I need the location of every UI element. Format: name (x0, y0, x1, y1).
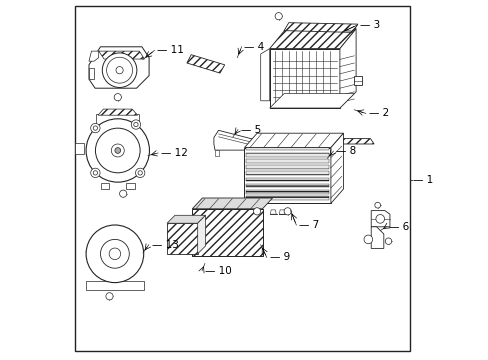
Polygon shape (98, 109, 137, 115)
Polygon shape (96, 114, 139, 125)
Bar (246, 171, 328, 175)
Text: — 1: — 1 (412, 175, 432, 185)
Polygon shape (213, 130, 261, 150)
Text: — 12: — 12 (161, 148, 187, 158)
Polygon shape (99, 51, 144, 59)
Text: — 13: — 13 (151, 240, 178, 250)
Circle shape (106, 293, 113, 300)
Circle shape (101, 239, 129, 268)
Circle shape (374, 202, 380, 208)
Circle shape (90, 123, 100, 133)
Circle shape (115, 148, 121, 153)
Polygon shape (167, 215, 205, 223)
Bar (244, 148, 330, 203)
Polygon shape (244, 133, 343, 148)
Text: — 4: — 4 (244, 42, 264, 52)
Circle shape (138, 171, 142, 175)
Bar (246, 153, 328, 157)
Polygon shape (260, 49, 269, 101)
Text: — 3: — 3 (359, 20, 379, 30)
Polygon shape (370, 211, 389, 227)
Polygon shape (75, 143, 84, 154)
Polygon shape (370, 227, 383, 248)
Text: — 7: — 7 (299, 220, 319, 230)
Polygon shape (86, 281, 143, 290)
Bar (246, 184, 328, 188)
Circle shape (86, 119, 149, 182)
Circle shape (116, 67, 123, 74)
Polygon shape (126, 183, 134, 189)
Circle shape (114, 94, 121, 101)
Circle shape (86, 225, 143, 283)
Circle shape (135, 168, 144, 177)
Circle shape (385, 238, 391, 244)
Circle shape (134, 122, 138, 127)
Circle shape (95, 128, 140, 173)
Bar (246, 196, 328, 200)
Polygon shape (269, 94, 354, 108)
Bar (246, 165, 328, 169)
Polygon shape (215, 150, 219, 156)
Polygon shape (89, 51, 99, 61)
Text: — 9: — 9 (269, 252, 289, 262)
Circle shape (106, 57, 132, 83)
Circle shape (253, 208, 260, 215)
Polygon shape (343, 139, 373, 144)
Polygon shape (89, 68, 94, 79)
Polygon shape (330, 133, 343, 203)
Circle shape (111, 144, 124, 157)
Text: — 11: — 11 (157, 45, 184, 55)
Polygon shape (284, 23, 357, 32)
Bar (246, 190, 328, 194)
Circle shape (90, 168, 100, 177)
Text: — 2: — 2 (368, 108, 388, 118)
Polygon shape (339, 29, 355, 108)
Circle shape (284, 208, 291, 215)
Polygon shape (186, 55, 224, 73)
Bar (269, 49, 339, 108)
Polygon shape (197, 215, 205, 254)
Circle shape (93, 126, 97, 130)
Circle shape (275, 13, 282, 20)
Circle shape (131, 120, 141, 129)
Bar (246, 159, 328, 163)
Text: — 8: — 8 (336, 146, 356, 156)
Circle shape (363, 235, 372, 244)
Polygon shape (192, 198, 272, 209)
Bar (246, 147, 328, 150)
Polygon shape (270, 210, 276, 214)
Bar (192, 209, 262, 256)
Bar (246, 177, 328, 181)
Circle shape (109, 248, 121, 260)
Polygon shape (101, 183, 109, 189)
Circle shape (93, 171, 97, 175)
Circle shape (120, 190, 126, 197)
Text: — 6: — 6 (388, 222, 408, 232)
Polygon shape (279, 210, 285, 214)
Polygon shape (89, 47, 149, 88)
Text: — 10: — 10 (204, 266, 231, 276)
Bar (167, 223, 197, 254)
Circle shape (375, 215, 384, 223)
Circle shape (102, 53, 137, 87)
Polygon shape (269, 29, 355, 49)
Polygon shape (354, 76, 361, 85)
Text: — 5: — 5 (241, 125, 261, 135)
Polygon shape (255, 150, 260, 156)
